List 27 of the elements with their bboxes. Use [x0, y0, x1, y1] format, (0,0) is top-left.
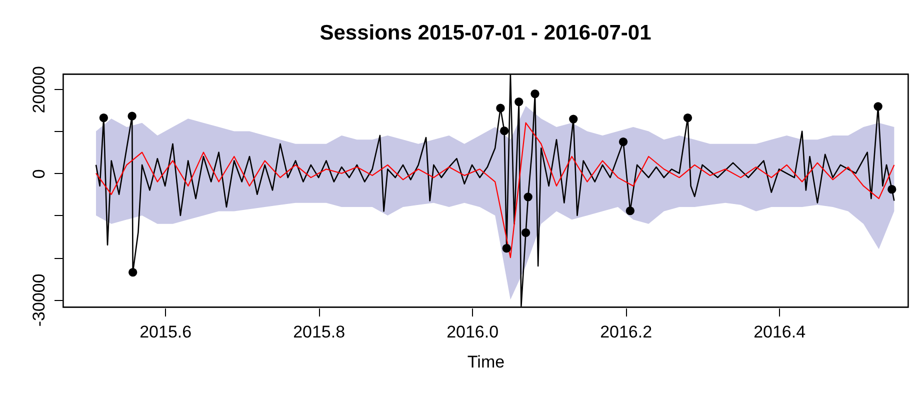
point	[618, 137, 628, 146]
y-tick-label: -30000	[30, 274, 48, 327]
line-series	[95, 122, 895, 258]
point	[99, 113, 108, 122]
x-tick-label: 2016.2	[600, 322, 652, 342]
point	[502, 244, 511, 253]
point	[521, 228, 530, 238]
point	[626, 206, 634, 216]
x-tick-label: 2015.8	[293, 322, 346, 342]
x-tick-label: 2015.6	[140, 322, 192, 342]
point	[514, 97, 524, 106]
point	[128, 112, 136, 120]
point	[128, 268, 138, 277]
point	[530, 89, 540, 98]
chart-title: Sessions 2015-07-01 - 2016-07-01	[320, 22, 652, 45]
point	[569, 114, 578, 124]
y-tick-label: 0	[30, 169, 48, 179]
point	[500, 126, 509, 136]
y-tick-label: 20000	[30, 66, 48, 114]
point	[683, 113, 692, 122]
point	[496, 104, 505, 112]
x-tick-label: 2016.4	[754, 322, 806, 342]
point	[524, 192, 532, 202]
point	[888, 185, 896, 194]
x-tick-label: 2016.0	[446, 322, 499, 342]
x-axis-title: Time	[467, 352, 505, 372]
point	[874, 102, 882, 111]
